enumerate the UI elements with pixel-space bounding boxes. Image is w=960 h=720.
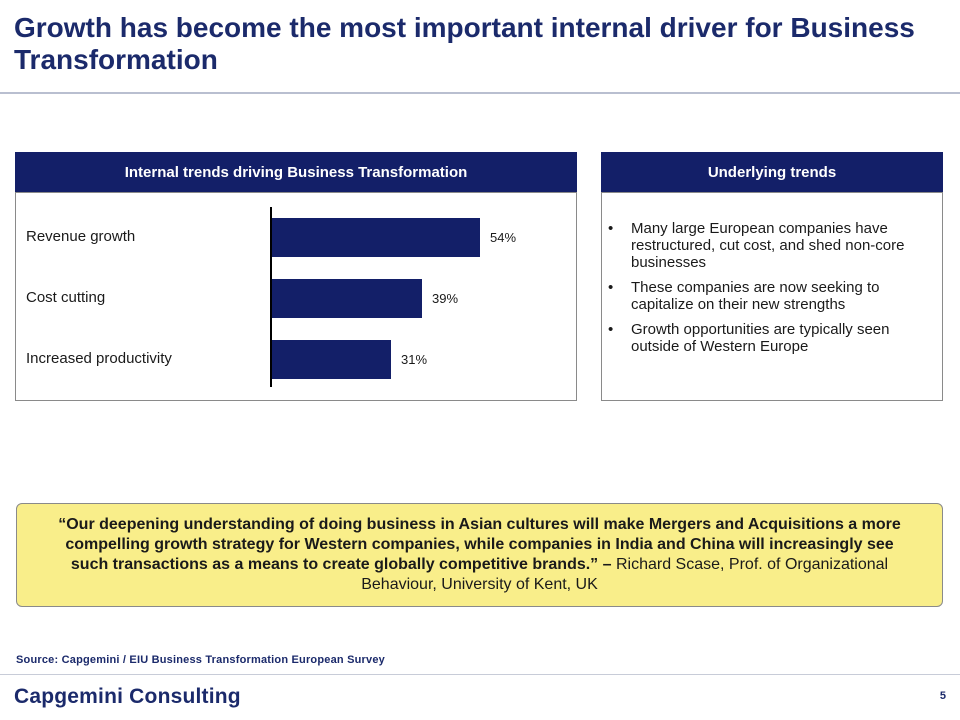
source-note: Source: Capgemini / EIU Business Transfo… — [16, 654, 385, 666]
bullet-icon: • — [608, 220, 614, 237]
quote-box: “Our deepening understanding of doing bu… — [16, 503, 943, 607]
trend-item-text: Growth opportunities are typically seen … — [631, 321, 890, 355]
quote-body: “Our deepening understanding of doing bu… — [58, 516, 901, 573]
chart-panel-header: Internal trends driving Business Transfo… — [15, 152, 577, 192]
bar-value-label: 31% — [401, 352, 428, 367]
category-label: Cost cutting — [26, 289, 106, 306]
trend-list: • Many large European companies have res… — [608, 220, 928, 363]
chart-axis-line — [270, 207, 272, 387]
quote-text: “Our deepening understanding of doing bu… — [57, 515, 902, 595]
bullet-icon: • — [608, 321, 614, 338]
page-number: 5 — [939, 690, 946, 702]
slide-title: Growth has become the most important int… — [14, 12, 915, 75]
trends-panel — [601, 192, 943, 401]
company-logo: Capgemini Consulting — [14, 685, 241, 708]
trend-item: • Growth opportunities are typically see… — [608, 321, 928, 355]
title-divider — [0, 92, 960, 94]
trend-item-text: Many large European companies have restr… — [631, 220, 905, 271]
footer-divider — [0, 674, 960, 675]
bullet-icon: • — [608, 279, 614, 296]
category-label: Revenue growth — [26, 228, 136, 245]
bar — [272, 279, 422, 318]
bar — [272, 218, 480, 257]
trend-item: • Many large European companies have res… — [608, 220, 928, 271]
quote-attribution: Richard Scase, Prof. of Organizational B… — [361, 556, 889, 593]
trend-item: • These companies are now seeking to cap… — [608, 279, 928, 313]
bar-value-label: 54% — [490, 230, 517, 245]
trends-panel-header: Underlying trends — [601, 152, 943, 192]
bar-value-label: 39% — [432, 291, 459, 306]
category-label: Increased productivity — [26, 350, 172, 367]
trend-item-text: These companies are now seeking to capit… — [631, 279, 880, 313]
bar — [272, 340, 391, 379]
